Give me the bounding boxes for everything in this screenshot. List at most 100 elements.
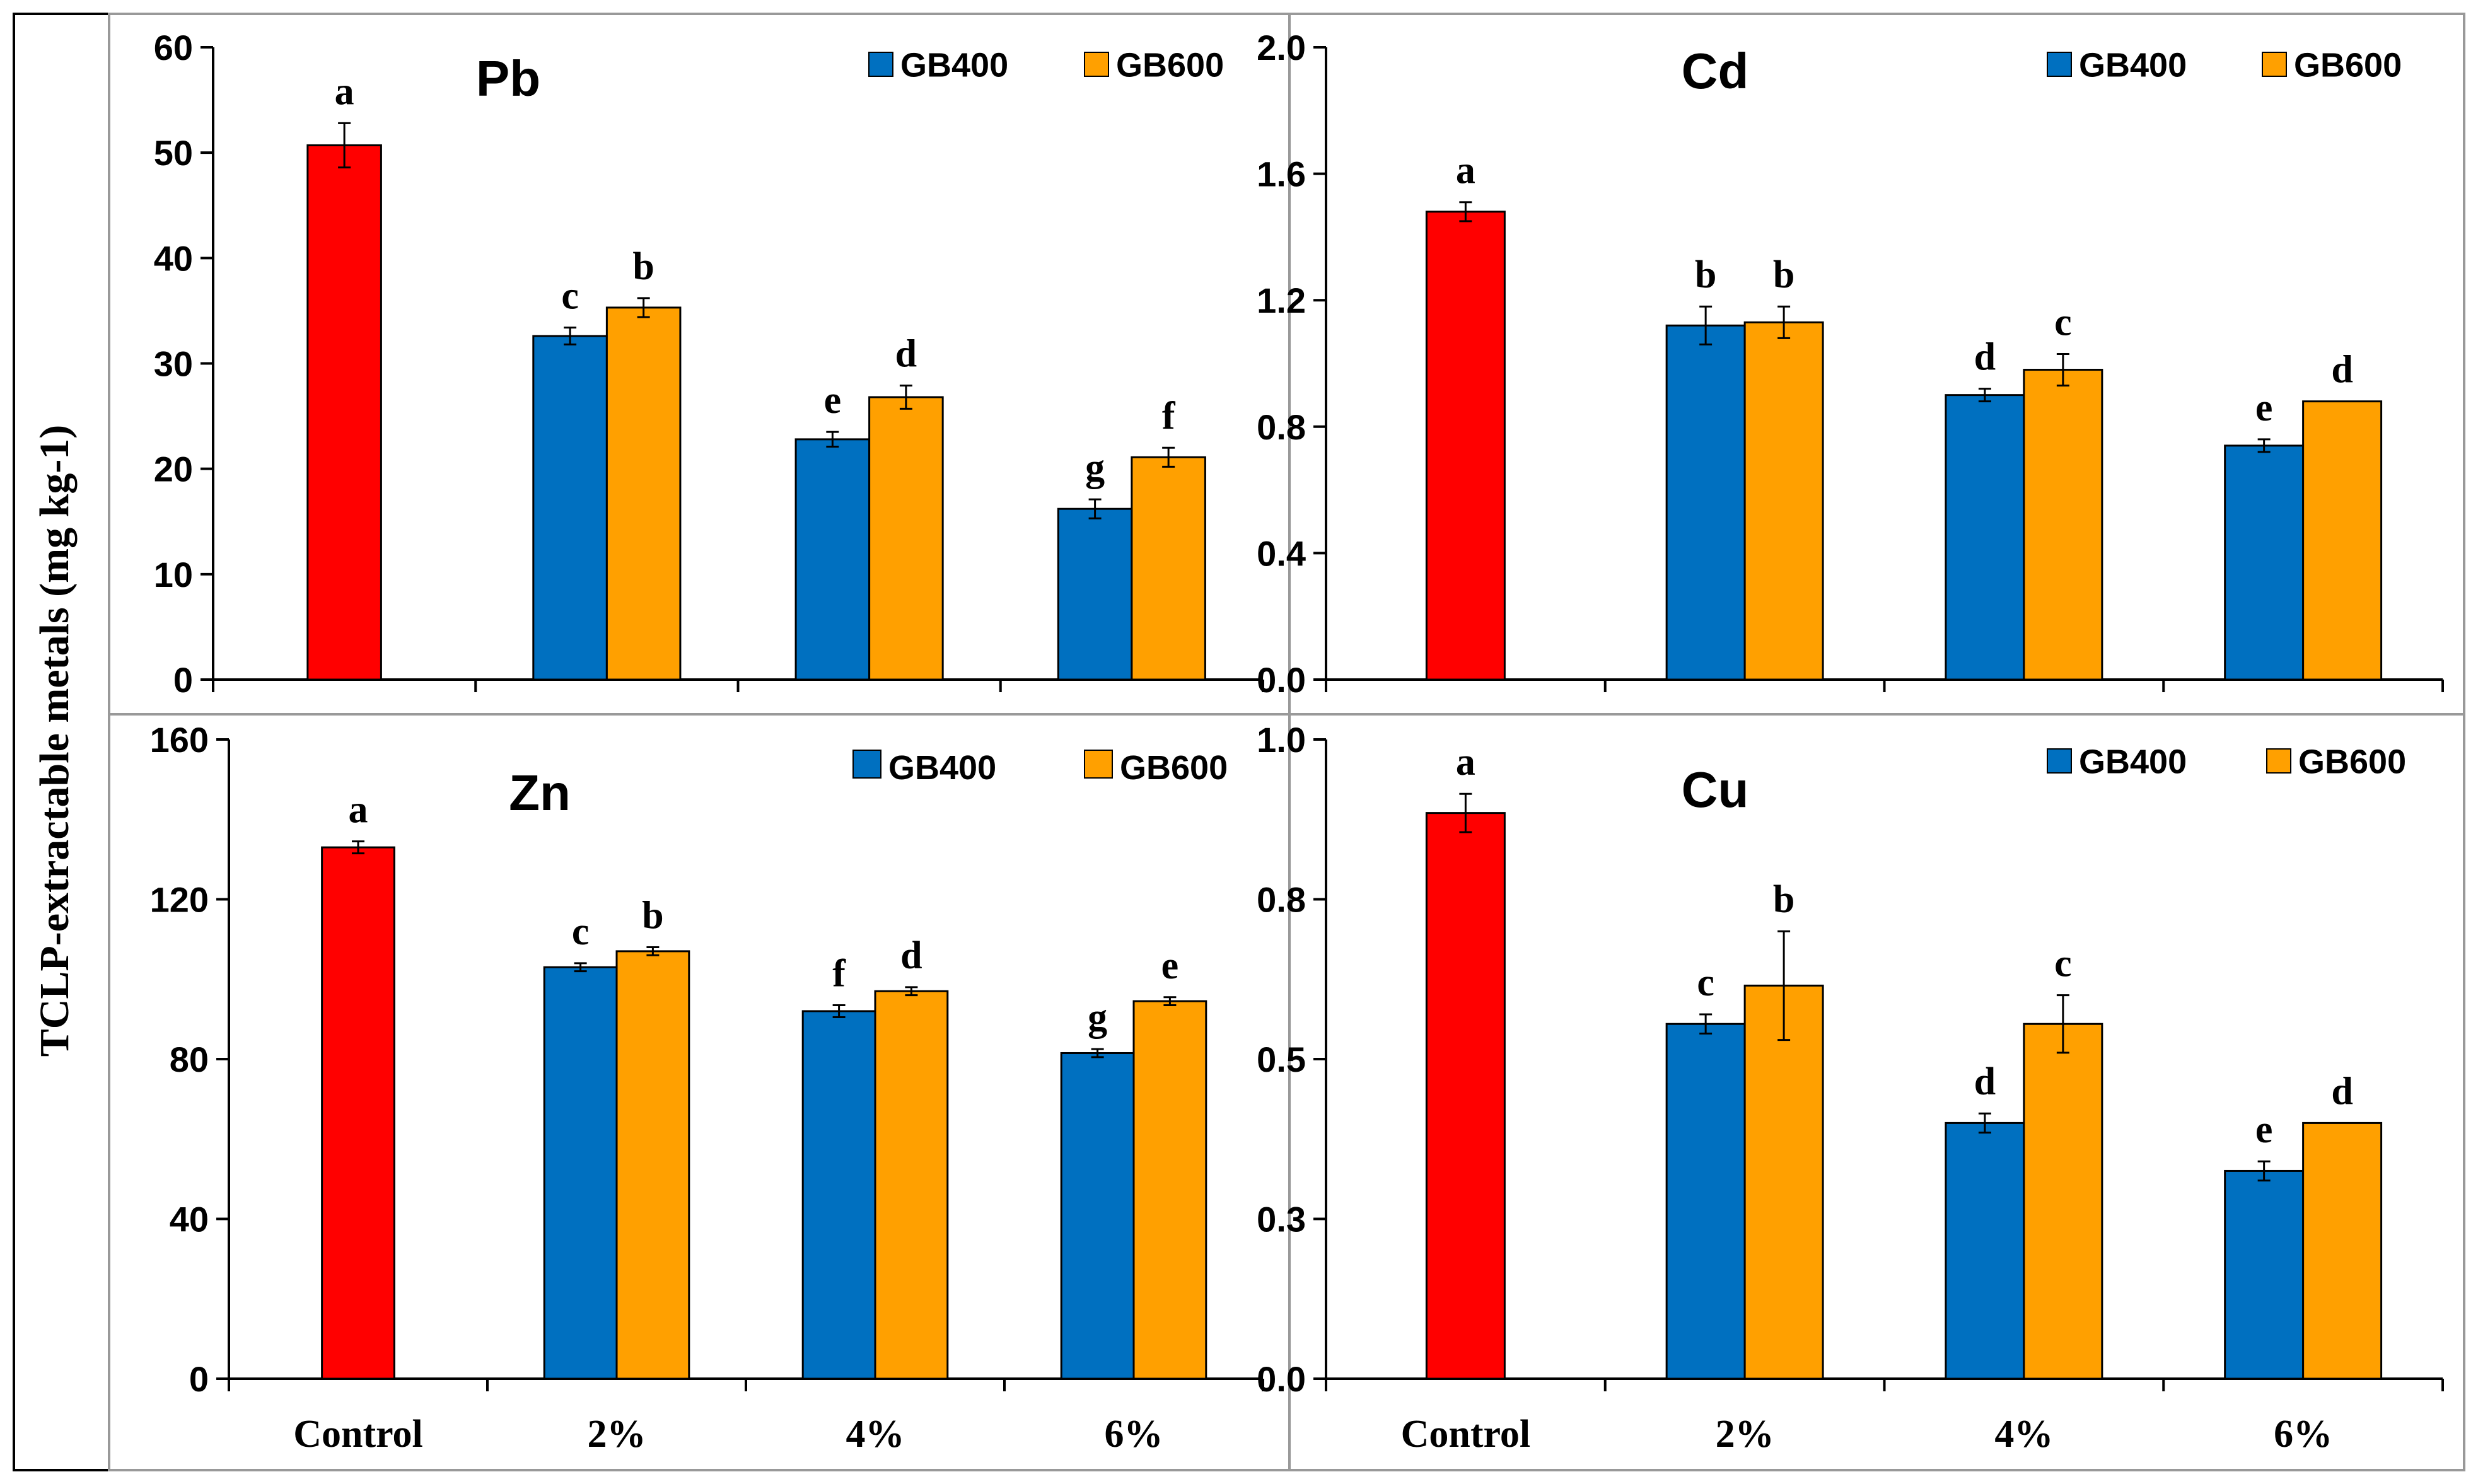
y-tick-label: 60 bbox=[154, 28, 193, 67]
x-category-label: 2% bbox=[1716, 1413, 1774, 1456]
bar-control bbox=[321, 846, 395, 1380]
y-tick-label: 0.8 bbox=[1257, 407, 1306, 447]
bar-control bbox=[306, 144, 382, 681]
x-category-label: Control bbox=[1401, 1413, 1531, 1456]
bar-gb600 bbox=[1131, 456, 1206, 681]
significance-letter: b bbox=[642, 895, 663, 937]
significance-letter: f bbox=[1162, 395, 1176, 438]
y-tick-label: 0.0 bbox=[1257, 1359, 1306, 1399]
bar-gb400 bbox=[794, 438, 871, 681]
significance-letter: d bbox=[1974, 336, 1996, 379]
y-tick-label: 10 bbox=[154, 555, 193, 594]
bar-gb400 bbox=[1665, 324, 1746, 681]
significance-letter: b bbox=[1773, 253, 1795, 296]
significance-letter: e bbox=[2255, 1108, 2273, 1151]
legend-label: GB600 bbox=[2298, 743, 2406, 780]
significance-letter: g bbox=[1085, 446, 1105, 489]
legend-swatch-gb600 bbox=[1084, 750, 1113, 779]
legend-label: GB600 bbox=[1120, 749, 1228, 787]
legend-label: GB400 bbox=[2079, 46, 2187, 84]
significance-letter: c bbox=[1697, 961, 1714, 1004]
legend-swatch-gb600 bbox=[2262, 52, 2287, 77]
bar-gb600 bbox=[2302, 1122, 2383, 1380]
y-tick-label: 20 bbox=[154, 449, 193, 489]
legend-swatch-gb600 bbox=[1084, 52, 1109, 77]
bar-gb600 bbox=[874, 990, 949, 1380]
significance-letter: e bbox=[1161, 944, 1179, 987]
y-tick-label: 50 bbox=[154, 133, 193, 173]
bar-control bbox=[1425, 211, 1506, 681]
bar-control bbox=[1425, 812, 1506, 1380]
significance-letter: b bbox=[1695, 253, 1716, 296]
y-tick-label: 160 bbox=[150, 720, 209, 760]
bar-gb400 bbox=[543, 966, 618, 1380]
legend-swatch-gb400 bbox=[2047, 52, 2072, 77]
x-category-label: Control bbox=[293, 1413, 423, 1456]
panel-pb: 0 10 20 30 40 50 60 a c e g b d f Pb GB400 GB600 bbox=[154, 28, 1264, 700]
bar-gb400 bbox=[532, 335, 608, 681]
bar-gb400 bbox=[1945, 1122, 2025, 1380]
y-tick-label: 1.2 bbox=[1257, 281, 1306, 320]
bar-gb600 bbox=[1743, 321, 1824, 681]
significance-letter: d bbox=[2331, 349, 2353, 391]
y-tick-label: 80 bbox=[170, 1040, 209, 1079]
significance-letter: b bbox=[632, 245, 654, 288]
bar-gb400 bbox=[1945, 394, 2025, 681]
significance-letter: c bbox=[2054, 942, 2072, 985]
legend-label: GB400 bbox=[2079, 743, 2187, 780]
bar-gb600 bbox=[2302, 400, 2383, 681]
y-tick-label: 0 bbox=[173, 660, 193, 700]
y-tick-label: 0.8 bbox=[1257, 880, 1306, 920]
y-tick-label: 2.0 bbox=[1257, 28, 1306, 67]
bar-gb400 bbox=[1060, 1052, 1135, 1380]
significance-letter: d bbox=[900, 934, 922, 977]
significance-letter: d bbox=[895, 333, 917, 376]
y-tick-label: 1.0 bbox=[1257, 720, 1306, 760]
significance-letter: a bbox=[1456, 149, 1475, 192]
significance-letter: a bbox=[335, 70, 354, 113]
y-tick-label: 1.6 bbox=[1257, 154, 1306, 194]
bar-gb600 bbox=[868, 396, 944, 681]
bar-gb400 bbox=[1665, 1023, 1746, 1380]
legend-label: GB400 bbox=[888, 749, 996, 787]
significance-letter: d bbox=[2331, 1070, 2353, 1113]
bar-gb600 bbox=[615, 950, 690, 1380]
significance-letter: d bbox=[1974, 1060, 1996, 1103]
panel-cu: 0.0 0.3 0.5 0.8 1.0 Control 2% 4% 6% a c d e b c d Cu GB4… bbox=[1257, 720, 2444, 1456]
bar-gb600 bbox=[2023, 1023, 2103, 1380]
legend-label: GB600 bbox=[2294, 46, 2402, 84]
panel-cd: 0.0 0.4 0.8 1.2 1.6 2.0 a b d e b c d Cd GB400 GB600 bbox=[1257, 28, 2444, 700]
significance-letter: a bbox=[349, 789, 368, 832]
panel-title: Cu bbox=[1682, 762, 1749, 818]
bar-gb400 bbox=[801, 1010, 876, 1380]
x-category-label: 6% bbox=[1105, 1413, 1163, 1456]
y-tick-label: 0.5 bbox=[1257, 1040, 1306, 1079]
y-tick-label: 0 bbox=[189, 1359, 209, 1399]
x-category-label: 4% bbox=[846, 1413, 905, 1456]
x-category-label: 2% bbox=[588, 1413, 646, 1456]
bar-gb600 bbox=[605, 306, 682, 681]
significance-letter: c bbox=[572, 910, 590, 953]
legend-swatch-gb400 bbox=[2047, 748, 2072, 774]
bar-gb400 bbox=[2224, 444, 2305, 681]
significance-letter: c bbox=[561, 275, 579, 318]
significance-letter: a bbox=[1456, 741, 1475, 784]
bar-gb600 bbox=[1132, 1000, 1207, 1380]
x-category-label: 4% bbox=[1994, 1413, 2053, 1456]
y-tick-label: 30 bbox=[154, 344, 193, 384]
legend-label: GB600 bbox=[1116, 46, 1224, 84]
significance-letter: e bbox=[2255, 386, 2273, 429]
y-tick-label: 0.0 bbox=[1257, 660, 1306, 700]
y-axis-label: TCLP-extractable metals (mg kg-1) bbox=[32, 425, 78, 1057]
bar-gb400 bbox=[2224, 1169, 2305, 1380]
panel-zn: 0 40 80 120 160 Control 2% 4% 6% a c f g b d e Zn GB400 GB… bbox=[150, 720, 1264, 1456]
panel-title: Pb bbox=[476, 50, 540, 107]
legend-swatch-gb400 bbox=[852, 750, 881, 779]
legend-swatch-gb400 bbox=[868, 52, 893, 77]
legend-swatch-gb600 bbox=[2266, 748, 2291, 774]
significance-letter: b bbox=[1773, 878, 1795, 921]
significance-letter: f bbox=[832, 952, 846, 995]
x-category-label: 6% bbox=[2274, 1413, 2332, 1456]
